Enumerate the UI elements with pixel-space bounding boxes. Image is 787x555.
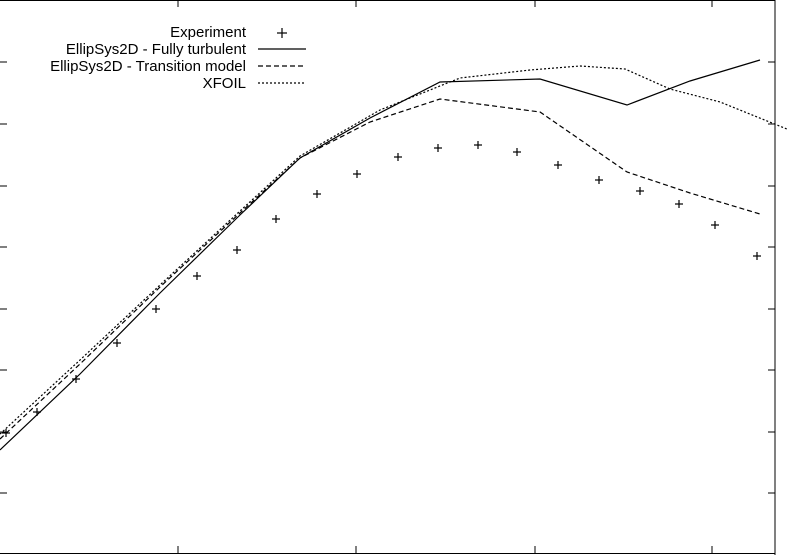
point-experiment xyxy=(394,153,402,161)
point-experiment xyxy=(636,187,644,195)
point-experiment xyxy=(272,215,280,223)
point-experiment xyxy=(233,246,241,254)
point-experiment xyxy=(595,176,603,184)
point-experiment xyxy=(353,170,361,178)
legend-label-transition-model: EllipSys2D - Transition model xyxy=(50,58,246,75)
point-experiment xyxy=(513,148,521,156)
series-layer xyxy=(0,59,787,451)
point-experiment xyxy=(113,339,121,347)
legend-label-experiment: Experiment xyxy=(170,24,247,41)
legend-sample-experiment xyxy=(277,28,287,38)
series-line-ellipsys2d-fully-turbulent xyxy=(0,59,761,451)
legend: Experiment EllipSys2D - Fully turbulent … xyxy=(50,24,306,92)
series-line-xfoil xyxy=(0,65,787,435)
point-experiment xyxy=(434,144,442,152)
series-line-ellipsys2d-transition-model xyxy=(0,98,761,440)
point-experiment xyxy=(72,375,80,383)
point-experiment xyxy=(152,305,160,313)
point-experiment xyxy=(753,252,761,260)
point-experiment xyxy=(711,221,719,229)
point-experiment xyxy=(313,190,321,198)
point-experiment xyxy=(554,161,562,169)
point-experiment xyxy=(675,200,683,208)
point-experiment xyxy=(193,272,201,280)
legend-label-fully-turbulent: EllipSys2D - Fully turbulent xyxy=(66,41,247,58)
legend-label-xfoil: XFOIL xyxy=(203,75,246,92)
point-experiment xyxy=(474,141,482,149)
